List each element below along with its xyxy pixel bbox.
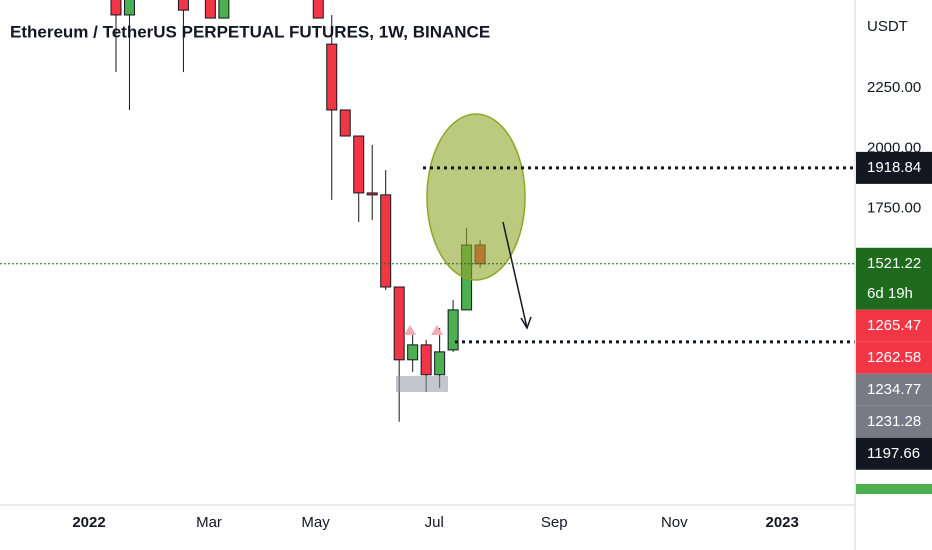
countdown: 6d 19h [867, 285, 913, 302]
candle-body [218, 0, 230, 19]
y-tick-label: 1750.00 [867, 200, 921, 217]
x-tick-label: Sep [541, 514, 568, 531]
x-tick-label: Mar [196, 514, 222, 531]
price-tag [856, 247, 932, 310]
x-tick-label: Jul [425, 514, 444, 531]
x-tick-label: 2022 [72, 514, 105, 531]
arrow [502, 221, 528, 329]
candle-body [434, 351, 446, 376]
price-tag-label: 1918.84 [867, 159, 921, 176]
candle-body [123, 0, 135, 16]
price-tag [856, 437, 932, 470]
candle-body [353, 135, 365, 194]
highlight-ellipse [426, 113, 526, 281]
price-tag [856, 341, 932, 374]
price-tag-label: 1197.66 [867, 445, 920, 462]
x-tick-label: Nov [661, 514, 688, 531]
marker [431, 325, 443, 335]
candle-body [326, 43, 338, 111]
candle-body [110, 0, 122, 16]
candle-body [312, 0, 324, 19]
candle-body [339, 109, 351, 137]
arrow-head [520, 316, 532, 330]
x-tick-label: 2023 [765, 514, 798, 531]
price-tag-label: 1231.28 [867, 413, 921, 430]
price-tag [856, 484, 932, 494]
marker [404, 325, 416, 335]
candle-body [380, 194, 392, 288]
candle-body [366, 192, 378, 196]
candle-body [393, 286, 405, 361]
chart-title: Ethereum / TetherUS PERPETUAL FUTURES, 1… [10, 22, 490, 41]
plot-area [0, 0, 855, 422]
price-tag-label: 1262.58 [867, 349, 921, 366]
candle-body [420, 344, 432, 376]
x-tick-label: May [301, 514, 330, 531]
candle-body [407, 344, 419, 361]
price-tag [856, 405, 932, 438]
price-tag-label: 1234.77 [867, 381, 921, 398]
candle-body [177, 0, 189, 11]
y-tick-label: 2250.00 [867, 79, 921, 96]
candle-body [204, 0, 216, 19]
price-tag [856, 309, 932, 342]
axis-unit: USDT [867, 18, 908, 35]
range-box [396, 376, 448, 392]
price-tag [856, 151, 932, 184]
price-tag [856, 373, 932, 406]
price-tag-label: 1521.22 [867, 255, 921, 272]
price-tag-label: 1265.47 [867, 317, 921, 334]
candle-body [447, 309, 459, 351]
